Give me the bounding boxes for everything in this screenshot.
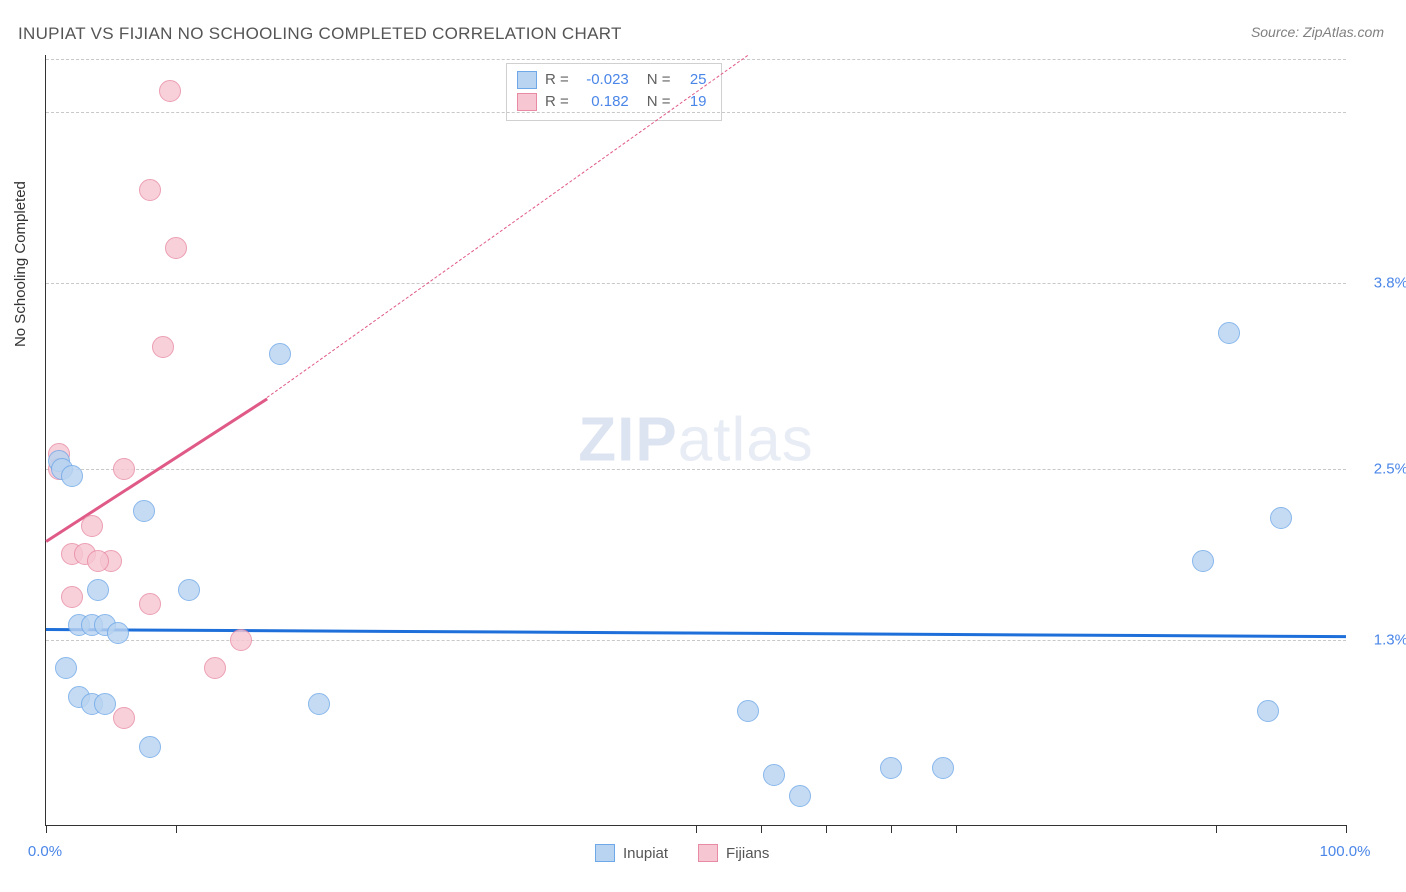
scatter-point-inupiat bbox=[94, 693, 116, 715]
scatter-point-inupiat bbox=[308, 693, 330, 715]
x-tick bbox=[761, 825, 762, 833]
source-attribution: Source: ZipAtlas.com bbox=[1251, 24, 1384, 40]
scatter-point-inupiat bbox=[880, 757, 902, 779]
y-tick-label: 2.5% bbox=[1374, 460, 1406, 477]
scatter-point-inupiat bbox=[133, 500, 155, 522]
x-tick bbox=[696, 825, 697, 833]
series-swatch bbox=[517, 71, 537, 89]
x-tick-label: 100.0% bbox=[1320, 843, 1371, 860]
chart-title: INUPIAT VS FIJIAN NO SCHOOLING COMPLETED… bbox=[18, 24, 622, 44]
scatter-point-fijians bbox=[113, 458, 135, 480]
stats-r-value: 0.182 bbox=[577, 91, 629, 113]
scatter-point-inupiat bbox=[932, 757, 954, 779]
scatter-point-fijians bbox=[61, 586, 83, 608]
stats-n-label: N = bbox=[647, 69, 671, 91]
scatter-point-inupiat bbox=[763, 764, 785, 786]
x-tick bbox=[1346, 825, 1347, 833]
plot-area: ZIPatlas R =-0.023N =25R =0.182N =19 1.3… bbox=[45, 55, 1346, 826]
scatter-point-inupiat bbox=[107, 622, 129, 644]
stats-r-value: -0.023 bbox=[577, 69, 629, 91]
watermark-bold: ZIP bbox=[578, 406, 677, 475]
scatter-point-fijians bbox=[204, 657, 226, 679]
legend-item: Inupiat bbox=[595, 844, 668, 862]
gridline bbox=[46, 112, 1346, 113]
x-tick-label: 0.0% bbox=[28, 843, 62, 860]
x-tick bbox=[46, 825, 47, 833]
series-legend: Inupiat Fijians bbox=[595, 844, 769, 862]
stats-row: R =-0.023N =25 bbox=[517, 69, 707, 91]
scatter-point-fijians bbox=[139, 593, 161, 615]
gridline bbox=[46, 283, 1346, 284]
y-axis-label: No Schooling Completed bbox=[12, 181, 29, 347]
series-swatch bbox=[517, 93, 537, 111]
scatter-point-fijians bbox=[87, 550, 109, 572]
x-tick bbox=[826, 825, 827, 833]
stats-n-label: N = bbox=[647, 91, 671, 113]
scatter-point-inupiat bbox=[55, 657, 77, 679]
y-tick-label: 3.8% bbox=[1374, 275, 1406, 292]
gridline bbox=[46, 469, 1346, 470]
stats-row: R =0.182N =19 bbox=[517, 91, 707, 113]
gridline bbox=[46, 59, 1346, 60]
scatter-point-fijians bbox=[139, 179, 161, 201]
legend-swatch bbox=[595, 844, 615, 862]
scatter-point-fijians bbox=[165, 237, 187, 259]
stats-r-label: R = bbox=[545, 69, 569, 91]
scatter-point-inupiat bbox=[87, 579, 109, 601]
scatter-point-inupiat bbox=[737, 700, 759, 722]
scatter-point-fijians bbox=[159, 80, 181, 102]
scatter-point-inupiat bbox=[1192, 550, 1214, 572]
stats-r-label: R = bbox=[545, 91, 569, 113]
legend-item: Fijians bbox=[698, 844, 769, 862]
legend-label: Inupiat bbox=[623, 845, 668, 862]
x-tick bbox=[891, 825, 892, 833]
scatter-point-inupiat bbox=[789, 785, 811, 807]
watermark: ZIPatlas bbox=[578, 405, 813, 476]
scatter-point-inupiat bbox=[1257, 700, 1279, 722]
scatter-point-inupiat bbox=[1218, 322, 1240, 344]
legend-swatch bbox=[698, 844, 718, 862]
scatter-point-inupiat bbox=[269, 343, 291, 365]
watermark-light: atlas bbox=[678, 406, 814, 475]
x-tick bbox=[956, 825, 957, 833]
legend-label: Fijians bbox=[726, 845, 769, 862]
scatter-point-inupiat bbox=[178, 579, 200, 601]
scatter-point-fijians bbox=[152, 336, 174, 358]
scatter-point-fijians bbox=[113, 707, 135, 729]
scatter-point-fijians bbox=[230, 629, 252, 651]
x-tick bbox=[1216, 825, 1217, 833]
scatter-point-inupiat bbox=[61, 465, 83, 487]
y-tick-label: 1.3% bbox=[1374, 631, 1406, 648]
scatter-point-fijians bbox=[81, 515, 103, 537]
scatter-point-inupiat bbox=[139, 736, 161, 758]
scatter-point-inupiat bbox=[1270, 507, 1292, 529]
x-tick bbox=[176, 825, 177, 833]
